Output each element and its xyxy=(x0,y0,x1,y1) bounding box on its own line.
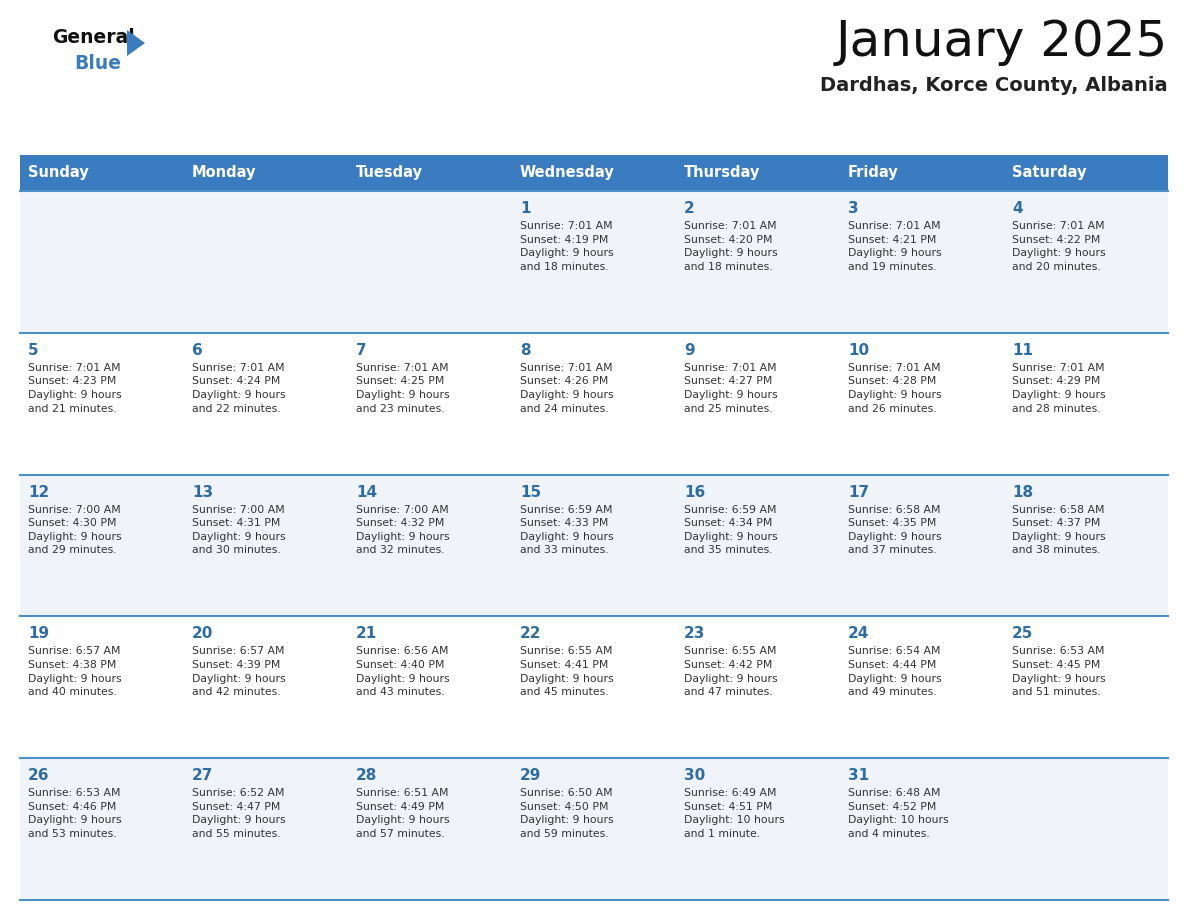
Text: 18: 18 xyxy=(1012,485,1034,499)
Text: 4: 4 xyxy=(1012,201,1023,216)
Text: 8: 8 xyxy=(520,342,531,358)
Text: Sunrise: 6:53 AM
Sunset: 4:46 PM
Daylight: 9 hours
and 53 minutes.: Sunrise: 6:53 AM Sunset: 4:46 PM Dayligh… xyxy=(29,789,121,839)
Text: 7: 7 xyxy=(356,342,367,358)
Text: Saturday: Saturday xyxy=(1012,165,1087,181)
Text: 12: 12 xyxy=(29,485,49,499)
Text: Sunrise: 6:54 AM
Sunset: 4:44 PM
Daylight: 9 hours
and 49 minutes.: Sunrise: 6:54 AM Sunset: 4:44 PM Dayligh… xyxy=(848,646,942,697)
Text: January 2025: January 2025 xyxy=(835,18,1168,66)
Text: Sunrise: 6:58 AM
Sunset: 4:37 PM
Daylight: 9 hours
and 38 minutes.: Sunrise: 6:58 AM Sunset: 4:37 PM Dayligh… xyxy=(1012,505,1106,555)
Text: Sunrise: 7:01 AM
Sunset: 4:28 PM
Daylight: 9 hours
and 26 minutes.: Sunrise: 7:01 AM Sunset: 4:28 PM Dayligh… xyxy=(848,363,942,414)
Text: 28: 28 xyxy=(356,768,378,783)
Text: 13: 13 xyxy=(192,485,213,499)
Text: Tuesday: Tuesday xyxy=(356,165,423,181)
Text: 24: 24 xyxy=(848,626,870,642)
Text: Sunrise: 7:00 AM
Sunset: 4:30 PM
Daylight: 9 hours
and 29 minutes.: Sunrise: 7:00 AM Sunset: 4:30 PM Dayligh… xyxy=(29,505,121,555)
Bar xyxy=(20,616,1168,758)
Text: Sunrise: 7:01 AM
Sunset: 4:27 PM
Daylight: 9 hours
and 25 minutes.: Sunrise: 7:01 AM Sunset: 4:27 PM Dayligh… xyxy=(684,363,778,414)
Text: 2: 2 xyxy=(684,201,695,216)
Text: Sunrise: 7:01 AM
Sunset: 4:19 PM
Daylight: 9 hours
and 18 minutes.: Sunrise: 7:01 AM Sunset: 4:19 PM Dayligh… xyxy=(520,221,614,272)
Text: General: General xyxy=(52,28,134,47)
Text: Sunrise: 7:01 AM
Sunset: 4:21 PM
Daylight: 9 hours
and 19 minutes.: Sunrise: 7:01 AM Sunset: 4:21 PM Dayligh… xyxy=(848,221,942,272)
Text: 9: 9 xyxy=(684,342,695,358)
Text: Sunrise: 6:57 AM
Sunset: 4:39 PM
Daylight: 9 hours
and 42 minutes.: Sunrise: 6:57 AM Sunset: 4:39 PM Dayligh… xyxy=(192,646,285,697)
Text: Sunday: Sunday xyxy=(29,165,89,181)
Bar xyxy=(20,191,1168,333)
Text: Sunrise: 6:56 AM
Sunset: 4:40 PM
Daylight: 9 hours
and 43 minutes.: Sunrise: 6:56 AM Sunset: 4:40 PM Dayligh… xyxy=(356,646,449,697)
Text: 17: 17 xyxy=(848,485,870,499)
Text: 31: 31 xyxy=(848,768,870,783)
Text: Sunrise: 6:50 AM
Sunset: 4:50 PM
Daylight: 9 hours
and 59 minutes.: Sunrise: 6:50 AM Sunset: 4:50 PM Dayligh… xyxy=(520,789,614,839)
Text: Sunrise: 7:01 AM
Sunset: 4:26 PM
Daylight: 9 hours
and 24 minutes.: Sunrise: 7:01 AM Sunset: 4:26 PM Dayligh… xyxy=(520,363,614,414)
Text: Friday: Friday xyxy=(848,165,899,181)
Text: 15: 15 xyxy=(520,485,541,499)
Text: Sunrise: 7:00 AM
Sunset: 4:32 PM
Daylight: 9 hours
and 32 minutes.: Sunrise: 7:00 AM Sunset: 4:32 PM Dayligh… xyxy=(356,505,449,555)
Text: 25: 25 xyxy=(1012,626,1034,642)
Bar xyxy=(20,155,1168,191)
Text: Sunrise: 6:59 AM
Sunset: 4:33 PM
Daylight: 9 hours
and 33 minutes.: Sunrise: 6:59 AM Sunset: 4:33 PM Dayligh… xyxy=(520,505,614,555)
Text: Sunrise: 6:55 AM
Sunset: 4:41 PM
Daylight: 9 hours
and 45 minutes.: Sunrise: 6:55 AM Sunset: 4:41 PM Dayligh… xyxy=(520,646,614,697)
Text: 10: 10 xyxy=(848,342,870,358)
Text: 26: 26 xyxy=(29,768,50,783)
Text: Sunrise: 6:49 AM
Sunset: 4:51 PM
Daylight: 10 hours
and 1 minute.: Sunrise: 6:49 AM Sunset: 4:51 PM Dayligh… xyxy=(684,789,784,839)
Text: 27: 27 xyxy=(192,768,214,783)
Text: 29: 29 xyxy=(520,768,542,783)
Bar xyxy=(20,333,1168,475)
Text: 5: 5 xyxy=(29,342,39,358)
Text: Sunrise: 6:51 AM
Sunset: 4:49 PM
Daylight: 9 hours
and 57 minutes.: Sunrise: 6:51 AM Sunset: 4:49 PM Dayligh… xyxy=(356,789,449,839)
Text: Dardhas, Korce County, Albania: Dardhas, Korce County, Albania xyxy=(821,76,1168,95)
Text: Sunrise: 7:00 AM
Sunset: 4:31 PM
Daylight: 9 hours
and 30 minutes.: Sunrise: 7:00 AM Sunset: 4:31 PM Dayligh… xyxy=(192,505,285,555)
Text: 6: 6 xyxy=(192,342,203,358)
Text: 1: 1 xyxy=(520,201,531,216)
Text: 3: 3 xyxy=(848,201,859,216)
Text: Wednesday: Wednesday xyxy=(520,165,614,181)
Polygon shape xyxy=(127,30,145,56)
Text: Sunrise: 7:01 AM
Sunset: 4:23 PM
Daylight: 9 hours
and 21 minutes.: Sunrise: 7:01 AM Sunset: 4:23 PM Dayligh… xyxy=(29,363,121,414)
Text: 19: 19 xyxy=(29,626,49,642)
Text: 30: 30 xyxy=(684,768,706,783)
Text: 14: 14 xyxy=(356,485,377,499)
Text: 22: 22 xyxy=(520,626,542,642)
Text: Sunrise: 6:48 AM
Sunset: 4:52 PM
Daylight: 10 hours
and 4 minutes.: Sunrise: 6:48 AM Sunset: 4:52 PM Dayligh… xyxy=(848,789,949,839)
Text: Sunrise: 6:55 AM
Sunset: 4:42 PM
Daylight: 9 hours
and 47 minutes.: Sunrise: 6:55 AM Sunset: 4:42 PM Dayligh… xyxy=(684,646,778,697)
Text: 23: 23 xyxy=(684,626,706,642)
Text: Sunrise: 6:57 AM
Sunset: 4:38 PM
Daylight: 9 hours
and 40 minutes.: Sunrise: 6:57 AM Sunset: 4:38 PM Dayligh… xyxy=(29,646,121,697)
Text: Monday: Monday xyxy=(192,165,257,181)
Text: Blue: Blue xyxy=(74,54,121,73)
Text: 11: 11 xyxy=(1012,342,1034,358)
Text: Sunrise: 7:01 AM
Sunset: 4:25 PM
Daylight: 9 hours
and 23 minutes.: Sunrise: 7:01 AM Sunset: 4:25 PM Dayligh… xyxy=(356,363,449,414)
Text: Sunrise: 6:53 AM
Sunset: 4:45 PM
Daylight: 9 hours
and 51 minutes.: Sunrise: 6:53 AM Sunset: 4:45 PM Dayligh… xyxy=(1012,646,1106,697)
Text: Sunrise: 6:52 AM
Sunset: 4:47 PM
Daylight: 9 hours
and 55 minutes.: Sunrise: 6:52 AM Sunset: 4:47 PM Dayligh… xyxy=(192,789,285,839)
Text: Sunrise: 6:59 AM
Sunset: 4:34 PM
Daylight: 9 hours
and 35 minutes.: Sunrise: 6:59 AM Sunset: 4:34 PM Dayligh… xyxy=(684,505,778,555)
Bar xyxy=(20,475,1168,616)
Text: 20: 20 xyxy=(192,626,214,642)
Text: Sunrise: 6:58 AM
Sunset: 4:35 PM
Daylight: 9 hours
and 37 minutes.: Sunrise: 6:58 AM Sunset: 4:35 PM Dayligh… xyxy=(848,505,942,555)
Text: Sunrise: 7:01 AM
Sunset: 4:29 PM
Daylight: 9 hours
and 28 minutes.: Sunrise: 7:01 AM Sunset: 4:29 PM Dayligh… xyxy=(1012,363,1106,414)
Text: Thursday: Thursday xyxy=(684,165,760,181)
Bar xyxy=(20,758,1168,900)
Text: Sunrise: 7:01 AM
Sunset: 4:20 PM
Daylight: 9 hours
and 18 minutes.: Sunrise: 7:01 AM Sunset: 4:20 PM Dayligh… xyxy=(684,221,778,272)
Text: 16: 16 xyxy=(684,485,706,499)
Text: 21: 21 xyxy=(356,626,378,642)
Text: Sunrise: 7:01 AM
Sunset: 4:24 PM
Daylight: 9 hours
and 22 minutes.: Sunrise: 7:01 AM Sunset: 4:24 PM Dayligh… xyxy=(192,363,285,414)
Text: Sunrise: 7:01 AM
Sunset: 4:22 PM
Daylight: 9 hours
and 20 minutes.: Sunrise: 7:01 AM Sunset: 4:22 PM Dayligh… xyxy=(1012,221,1106,272)
